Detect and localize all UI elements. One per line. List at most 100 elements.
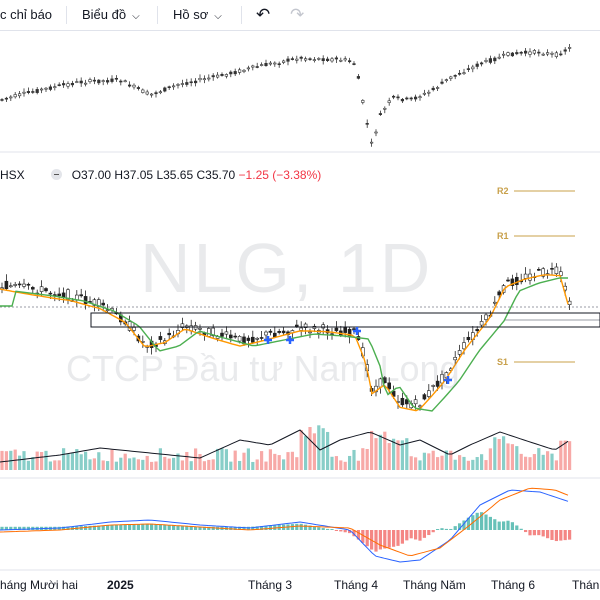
macd-histogram-bar: [458, 523, 462, 530]
signal-marker-icon: [353, 327, 361, 335]
macd-histogram-bar: [444, 528, 448, 530]
index-candle-body: [383, 107, 387, 110]
redo-icon[interactable]: ↷: [290, 5, 305, 24]
volume-bar: [260, 451, 264, 470]
macd-histogram-bar: [238, 526, 242, 530]
price-candle-body: [558, 271, 563, 276]
top-toolbar: c chỉ báo Biểu đồ ⌵ Hồ sơ ⌵ ↶ ↷: [0, 0, 600, 31]
volume-bar: [185, 451, 189, 470]
index-candle-body: [154, 92, 158, 95]
index-candle-body: [13, 94, 17, 98]
volume-bar: [378, 434, 382, 470]
price-candle-body: [17, 283, 22, 286]
macd-histogram-bar: [26, 526, 30, 530]
volume-bar: [70, 452, 74, 470]
volume-bar: [330, 456, 334, 470]
volume-bar: [392, 438, 396, 470]
volume-bar: [484, 460, 488, 470]
macd-histogram-bar: [233, 526, 237, 530]
index-candle-body: [158, 91, 163, 94]
macd-histogram-bar: [400, 530, 404, 544]
macd-histogram-bar: [356, 530, 360, 540]
undo-icon[interactable]: ↶: [256, 5, 271, 24]
index-candle-body: [150, 93, 154, 96]
price-candle-body: [39, 286, 44, 292]
macd-histogram-bar: [180, 525, 184, 530]
volume-bar: [546, 451, 550, 470]
index-candle-body: [493, 57, 497, 62]
price-candle-body: [246, 337, 251, 341]
index-candle-body: [501, 53, 506, 56]
index-candle-body: [101, 80, 105, 82]
volume-bar: [387, 443, 391, 470]
price-candle-body: [44, 288, 48, 292]
macd-histogram-bar: [374, 530, 378, 552]
volume-bar: [537, 448, 541, 470]
volume-bar: [277, 455, 281, 470]
index-candle-body: [391, 95, 396, 98]
price-candle-body: [13, 284, 17, 286]
macd-histogram-bar: [13, 526, 17, 530]
index-candle-body: [35, 89, 39, 93]
price-candle-body: [347, 328, 352, 338]
volume-bar: [22, 451, 26, 470]
price-candle-body: [334, 327, 339, 332]
macd-histogram-bar: [158, 524, 162, 530]
price-candle-body: [224, 331, 229, 335]
index-candle-body: [374, 131, 378, 134]
index-candle-body: [405, 97, 409, 100]
chart-type-dropdown[interactable]: Biểu đồ ⌵: [82, 7, 140, 22]
index-candle-body: [339, 59, 343, 62]
macd-histogram-bar: [176, 525, 180, 530]
macd-histogram-bar: [295, 523, 299, 530]
price-candle-body: [272, 332, 277, 338]
macd-histogram-bar: [405, 530, 409, 541]
volume-bar: [44, 450, 48, 470]
volume-bar: [400, 440, 404, 470]
price-candle-body: [426, 390, 431, 397]
macd-histogram-bar: [92, 525, 96, 530]
macd-histogram-bar: [304, 524, 308, 530]
index-candle-body: [554, 52, 558, 57]
ohlc-high: H37.05: [114, 168, 154, 182]
indicators-button[interactable]: c chỉ báo: [0, 7, 53, 22]
price-candle-body: [404, 399, 409, 405]
profile-dropdown[interactable]: Hồ sơ ⌵: [173, 7, 222, 22]
macd-histogram-bar: [88, 525, 92, 530]
macd-histogram-bar: [119, 524, 123, 530]
index-candle-body: [484, 60, 488, 62]
price-change: −1.25 (−3.38%): [238, 168, 322, 182]
macd-histogram-bar: [550, 530, 554, 540]
macd-histogram-bar: [361, 530, 365, 543]
price-candle-body: [105, 309, 110, 312]
index-candle-body: [563, 49, 567, 52]
macd-histogram-bar: [154, 523, 158, 530]
volume-bar: [163, 456, 167, 470]
collapse-icon[interactable]: [50, 169, 62, 181]
index-candle-body: [119, 80, 123, 83]
profile-label: Hồ sơ: [173, 7, 209, 22]
index-candle-body: [352, 63, 356, 65]
index-candle-body: [202, 78, 207, 81]
macd-histogram-bar: [396, 530, 400, 546]
volume-bar: [563, 440, 567, 470]
volume-bar: [361, 448, 365, 470]
volume-bar: [40, 451, 44, 470]
macd-histogram-bar: [493, 519, 497, 530]
index-candle-body: [70, 82, 74, 86]
index-candle-body: [163, 87, 167, 92]
macd-histogram-bar: [255, 526, 259, 530]
price-candle-body: [308, 331, 312, 334]
volume-bar: [84, 451, 88, 470]
macd-histogram-bar: [70, 526, 74, 530]
volume-bar: [18, 455, 22, 470]
price-candle-body: [233, 335, 237, 338]
volume-bar: [233, 450, 237, 470]
index-candle-body: [528, 51, 532, 55]
index-candle-body: [0, 99, 4, 101]
price-candle-body: [264, 331, 268, 336]
volume-bar: [110, 449, 114, 470]
index-candle-body: [224, 74, 229, 77]
price-candle-body: [343, 326, 348, 333]
